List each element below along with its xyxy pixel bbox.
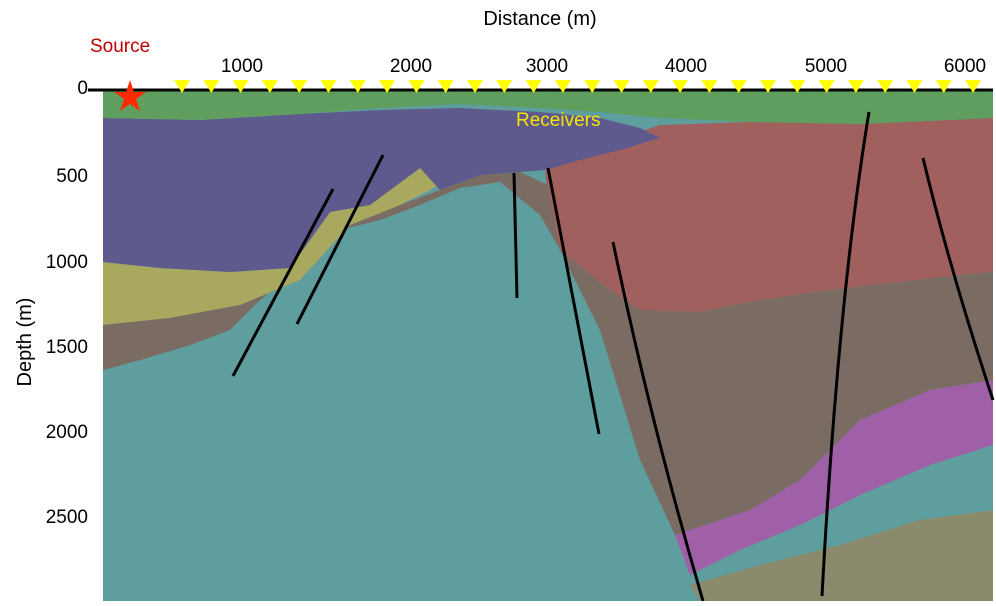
fault-lines <box>231 111 995 602</box>
y-tick-label: 2000 <box>45 422 88 443</box>
receiver-marker-icon <box>291 80 308 93</box>
receiver-marker-icon <box>467 80 483 93</box>
receiver-marker-icon <box>437 80 454 93</box>
receiver-marker-icon <box>525 80 542 93</box>
fault-line-7 <box>921 157 995 401</box>
y-tick-label: 1000 <box>45 252 88 273</box>
receiver-marker-icon <box>760 80 776 93</box>
receiver-marker-icon <box>174 80 190 93</box>
receiver-marker-icon <box>730 80 747 93</box>
purple-layer <box>103 108 660 272</box>
x-tick-label: 6000 <box>943 56 987 77</box>
receiver-marker-icon <box>349 80 366 93</box>
y-tick-label: 0 <box>77 78 88 99</box>
y-tick-label: 500 <box>56 166 88 187</box>
receiver-marker-icon <box>906 80 923 93</box>
y-tick-label: 2500 <box>45 507 88 528</box>
receiver-marker-icon <box>320 80 337 93</box>
x-tick-label: 2000 <box>389 56 433 77</box>
receiver-marker-icon <box>965 80 982 93</box>
receiver-marker-icon <box>642 80 659 93</box>
x-tick-label: 1000 <box>220 56 264 77</box>
receiver-marker-icon <box>261 80 278 93</box>
fault-line-6 <box>820 111 871 597</box>
receiver-marker-icon <box>496 80 513 93</box>
x-axis-title: Distance (m) <box>483 8 597 30</box>
x-tick-label: 4000 <box>664 56 708 77</box>
yellow-layer-left <box>103 168 450 325</box>
receiver-marker-icon <box>203 80 220 93</box>
source-label: Source <box>90 36 151 57</box>
brown-layer-right <box>560 250 993 535</box>
red-layer <box>545 118 993 312</box>
fault-line-2 <box>295 154 385 325</box>
receiver-marker-icon <box>847 80 864 93</box>
olive-layer <box>690 510 993 601</box>
receiver-marker-icon <box>554 80 571 93</box>
magenta-layer <box>675 380 993 575</box>
receiver-marker-icon <box>584 80 601 93</box>
y-tick-label: 1500 <box>45 337 88 358</box>
receiver-marker-icon <box>877 80 894 93</box>
receivers-label: Receivers <box>516 110 601 131</box>
fault-line-5 <box>611 241 705 602</box>
fault-line-3 <box>512 172 519 299</box>
source-star-icon <box>114 80 146 111</box>
receiver-marker-icon <box>789 80 806 93</box>
receiver-marker-icon <box>408 80 425 93</box>
receiver-marker-icon <box>379 80 396 93</box>
top-green-layer <box>103 90 993 124</box>
brown-band-left <box>103 305 240 370</box>
receiver-marker-icon <box>613 80 630 93</box>
x-tick-label: 3000 <box>525 56 569 77</box>
receiver-marker-icon <box>672 80 689 93</box>
receiver-marker-icon <box>818 80 835 93</box>
receiver-marker-icon <box>232 80 249 93</box>
x-tick-label: 5000 <box>804 56 848 77</box>
fault-line-1 <box>231 188 335 377</box>
receiver-marker-icon <box>935 80 952 93</box>
receiver-markers <box>174 80 982 93</box>
fault-line-4 <box>546 167 601 435</box>
receiver-marker-icon <box>701 80 718 93</box>
